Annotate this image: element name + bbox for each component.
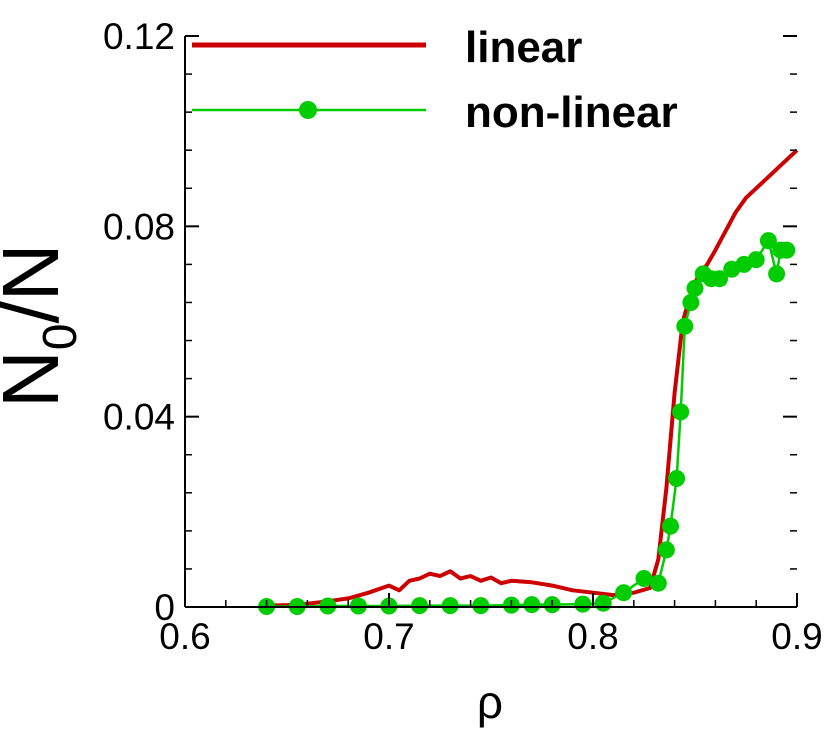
data-point-non-linear	[668, 470, 686, 487]
data-point-non-linear	[635, 570, 653, 587]
legend-label-linear: linear	[465, 23, 582, 72]
axes	[184, 36, 797, 608]
legend-label-non-linear: non-linear	[465, 88, 678, 137]
data-point-non-linear	[747, 251, 765, 269]
legend-marker-non-linear	[299, 101, 317, 119]
y-axis-title-subscript: 0	[34, 324, 87, 351]
x-tick-label: 0.6	[159, 616, 210, 657]
x-tick-label: 0.8	[567, 616, 618, 657]
legend: linear non-linear	[192, 23, 678, 137]
y-axis-title-tail: /N	[0, 244, 75, 324]
y-tick-label: 0	[154, 587, 175, 628]
data-point-non-linear	[778, 241, 796, 259]
series-line-linear	[266, 148, 799, 608]
data-point-non-linear	[411, 597, 429, 615]
data-point-non-linear	[523, 596, 541, 614]
data-point-non-linear	[662, 517, 679, 535]
data-point-non-linear	[768, 265, 786, 283]
y-tick-label: 0.04	[103, 397, 175, 438]
data-point-non-linear	[657, 541, 675, 559]
y-axis-title-main: N	[0, 350, 75, 408]
x-tick-label: 0.7	[363, 616, 414, 657]
x-tick-label: 0.9	[771, 616, 822, 657]
ticks: 0.6 0.7 0.8 0.9 0 0.04 0.08 0.12	[103, 16, 823, 657]
y-axis-title: N0/N	[0, 244, 87, 408]
data-point-non-linear	[574, 595, 592, 613]
data-point-non-linear	[649, 574, 667, 592]
data-point-non-linear	[672, 403, 690, 421]
data-point-non-linear	[441, 597, 459, 615]
data-point-non-linear	[472, 597, 490, 615]
data-point-non-linear	[615, 584, 633, 602]
data-point-non-linear	[682, 294, 700, 311]
data-point-non-linear	[686, 279, 704, 297]
y-tick-label: 0.12	[103, 16, 175, 57]
data-point-non-linear	[711, 270, 728, 288]
x-axis-title: ρ	[477, 676, 503, 728]
data-point-non-linear	[759, 232, 777, 250]
y-tick-label: 0.08	[103, 206, 175, 247]
data-point-non-linear	[594, 594, 612, 612]
data-point-non-linear	[676, 317, 694, 335]
